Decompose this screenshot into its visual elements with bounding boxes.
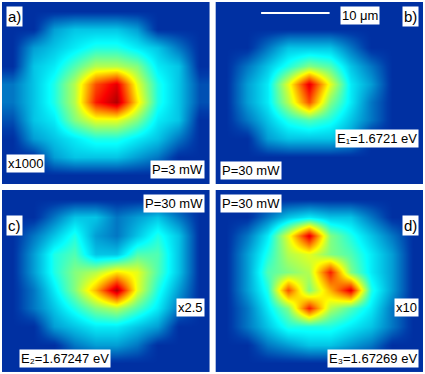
svg-text:a): a) — [8, 8, 21, 25]
svg-text:10 μm: 10 μm — [342, 8, 378, 23]
svg-text:E₂=1.67247 eV: E₂=1.67247 eV — [21, 351, 109, 366]
svg-text:P=30 mW: P=30 mW — [145, 196, 203, 211]
svg-text:b): b) — [404, 8, 417, 25]
svg-text:x2.5: x2.5 — [178, 300, 203, 315]
svg-text:x1000: x1000 — [8, 156, 43, 171]
svg-text:c): c) — [8, 217, 21, 234]
svg-text:E₃=1.67269 eV: E₃=1.67269 eV — [329, 351, 417, 366]
svg-text:E₁=1.6721 eV: E₁=1.6721 eV — [337, 131, 417, 146]
svg-text:P=3 mW: P=3 mW — [152, 162, 203, 177]
svg-text:d): d) — [404, 217, 417, 234]
svg-text:P=30 mW: P=30 mW — [222, 196, 280, 211]
svg-text:P=30 mW: P=30 mW — [222, 163, 280, 178]
svg-text:x10: x10 — [396, 300, 417, 315]
